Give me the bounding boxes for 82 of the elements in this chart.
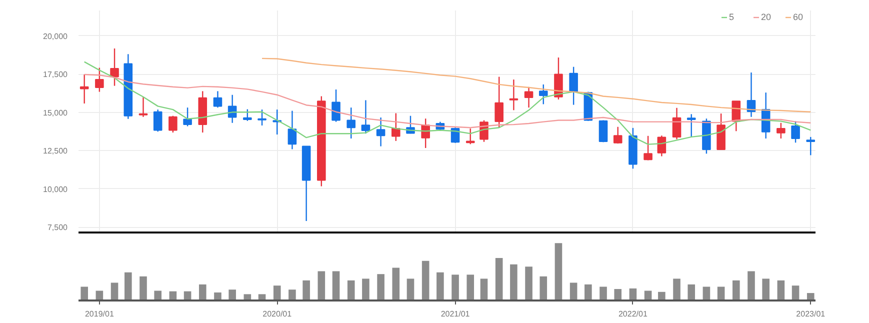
candlestick — [791, 120, 800, 144]
bar — [318, 271, 326, 300]
candlestick — [258, 108, 266, 126]
bar — [554, 243, 562, 300]
x-tick-label: 2023/01 — [796, 310, 826, 318]
candlestick — [80, 74, 89, 104]
candlestick — [361, 100, 370, 134]
candlestick — [168, 115, 178, 134]
legend-label: 20 — [761, 12, 772, 22]
legend-label: 5 — [729, 12, 736, 22]
x-tick-label: 2020/01 — [262, 310, 292, 318]
y-tick-label: 12,500 — [43, 146, 68, 156]
bar — [80, 286, 88, 300]
bar — [228, 290, 236, 300]
candlestick — [569, 66, 578, 106]
candlestick — [494, 76, 504, 128]
candlestick — [288, 110, 297, 150]
candlestick — [95, 67, 104, 92]
candlestick — [376, 116, 386, 147]
bar — [600, 286, 607, 300]
bar — [570, 282, 578, 300]
x-tick-label: 2022/01 — [618, 310, 648, 318]
bar — [392, 268, 400, 300]
bar — [302, 280, 310, 300]
bar — [466, 274, 474, 300]
candlestick — [138, 96, 148, 118]
bar — [732, 280, 740, 300]
candlestick — [686, 114, 696, 138]
bar — [110, 282, 118, 300]
bar — [452, 274, 459, 300]
bar — [347, 280, 355, 300]
bar — [436, 272, 444, 300]
bar — [273, 286, 281, 300]
candlestick — [776, 122, 786, 140]
bar — [525, 266, 532, 300]
bar — [777, 280, 785, 300]
bar — [288, 290, 296, 300]
candlestick — [806, 136, 816, 156]
bar — [495, 258, 503, 300]
bar — [717, 286, 725, 300]
bar — [614, 289, 622, 300]
candlestick — [554, 56, 563, 100]
candlestick — [243, 108, 252, 122]
bar — [422, 260, 430, 300]
candlestick — [110, 48, 119, 86]
candlestick — [153, 108, 162, 132]
y-tick-label: 10,000 — [43, 184, 68, 194]
bar — [540, 276, 548, 300]
bar — [332, 271, 340, 300]
bar — [792, 286, 800, 300]
bar — [584, 284, 592, 300]
candlestick — [332, 88, 340, 122]
bar — [762, 278, 770, 300]
candlestick — [524, 86, 534, 108]
candlestick — [613, 126, 622, 144]
legend-label: 60 — [793, 12, 804, 22]
bar — [362, 278, 370, 300]
bar — [377, 274, 384, 300]
bar — [198, 284, 206, 300]
bar — [702, 286, 710, 300]
candlestick — [509, 78, 518, 111]
y-tick-label: 17,500 — [43, 70, 68, 80]
y-tick-label: 15,000 — [43, 108, 68, 118]
bar — [480, 278, 488, 300]
bar — [140, 276, 147, 300]
bar — [688, 284, 696, 300]
candlestick — [538, 84, 548, 105]
candlestick — [391, 112, 400, 142]
y-tick-label: 20,000 — [43, 32, 68, 41]
candlestick — [644, 135, 652, 161]
y-tick-label: 7,500 — [47, 223, 68, 232]
bar — [748, 271, 755, 300]
candlestick — [346, 106, 356, 140]
bar — [124, 272, 132, 300]
x-tick-label: 2021/01 — [440, 310, 470, 318]
candlestick — [183, 106, 192, 127]
candlestick — [213, 90, 222, 108]
x-tick-label: 2019/01 — [84, 310, 114, 318]
bar — [510, 264, 518, 300]
bar — [673, 278, 680, 300]
bar — [406, 278, 414, 300]
bar — [154, 290, 162, 300]
